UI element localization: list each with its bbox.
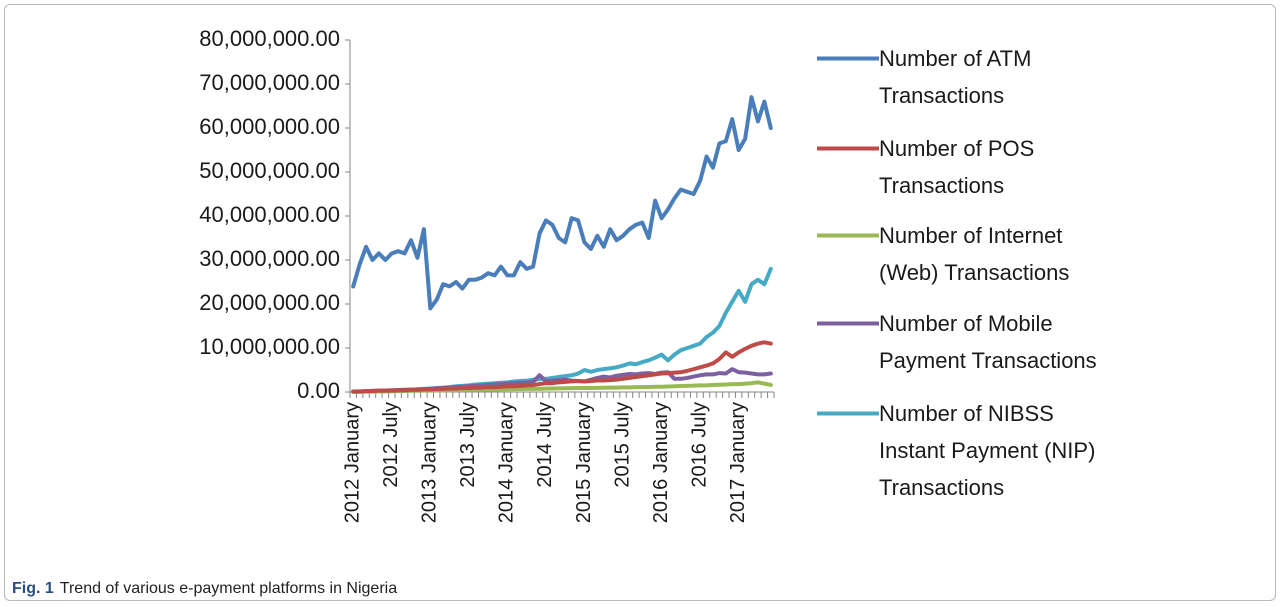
legend-label: Number of ATM Transactions bbox=[879, 46, 1032, 108]
legend-swatch bbox=[817, 146, 879, 151]
caption: Fig. 1 Trend of various e-payment platfor… bbox=[12, 580, 397, 598]
y-tick-label: 80,000,000.00 bbox=[199, 26, 340, 51]
caption-text: Trend of various e-payment platforms in … bbox=[59, 580, 398, 597]
figure-frame bbox=[4, 4, 1276, 601]
x-tick-label: 2016 July bbox=[688, 402, 710, 488]
legend-swatch bbox=[817, 233, 879, 238]
y-tick-label: 60,000,000.00 bbox=[199, 114, 340, 139]
caption-label: Fig. 1 bbox=[12, 580, 54, 597]
x-tick-label: 2015 January bbox=[573, 402, 595, 523]
y-tick-label: 50,000,000.00 bbox=[199, 158, 340, 183]
legend-swatch bbox=[817, 411, 879, 416]
series-line bbox=[351, 95, 773, 311]
x-tick-label: 2012 January bbox=[341, 402, 363, 523]
x-tick-label: 2014 January bbox=[496, 402, 518, 523]
legend-label: Number of Mobile Payment Transactions bbox=[879, 311, 1097, 373]
y-tick-label: 70,000,000.00 bbox=[199, 70, 340, 95]
x-tick-label: 2015 July bbox=[611, 402, 633, 488]
x-tick-label: 2016 January bbox=[650, 402, 672, 523]
legend-label: Number of POS Transactions bbox=[879, 136, 1035, 198]
legend-swatch bbox=[817, 56, 879, 61]
legend-swatch bbox=[817, 321, 879, 326]
y-tick-label: 10,000,000.00 bbox=[199, 334, 340, 359]
series-line bbox=[351, 340, 773, 394]
x-tick-label: 2017 January bbox=[727, 402, 749, 523]
legend-label: Number of NIBSS Instant Payment (NIP) Tr… bbox=[879, 401, 1096, 500]
y-tick-label: 20,000,000.00 bbox=[199, 290, 340, 315]
legend-label: Number of Internet (Web) Transactions bbox=[879, 223, 1070, 285]
x-tick-label: 2013 January bbox=[419, 402, 441, 523]
x-tick-label: 2013 July bbox=[457, 402, 479, 488]
y-tick-label: 30,000,000.00 bbox=[199, 246, 340, 271]
y-tick-label: 40,000,000.00 bbox=[199, 202, 340, 227]
x-tick-label: 2014 July bbox=[534, 402, 556, 488]
x-tick-label: 2012 July bbox=[380, 402, 402, 488]
y-tick-label: 0.00 bbox=[297, 378, 340, 403]
